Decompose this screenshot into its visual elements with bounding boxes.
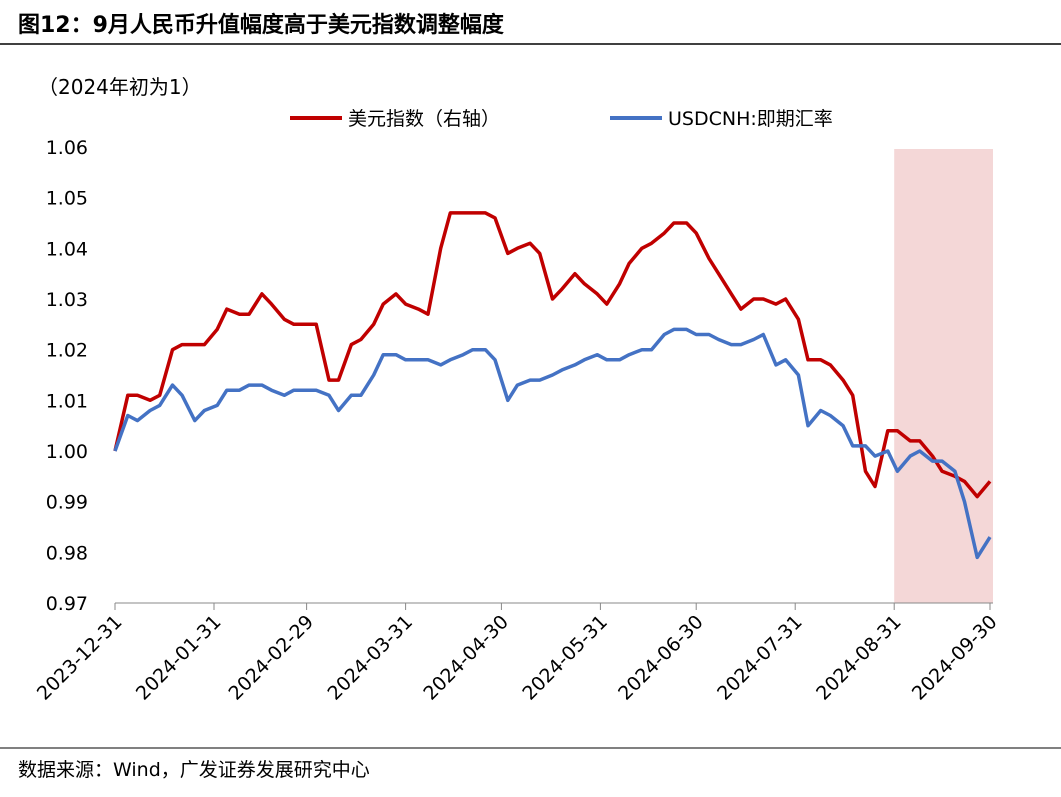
y-tick-label: 1.00 xyxy=(46,441,88,463)
y-tick-label: 0.99 xyxy=(46,492,88,514)
y-tick-label: 1.05 xyxy=(46,188,88,210)
y-tick-label: 1.01 xyxy=(46,390,88,412)
x-tick-label: 2024-02-29 xyxy=(225,611,319,705)
y-tick-label: 0.97 xyxy=(46,593,88,615)
x-tick-label: 2024-04-30 xyxy=(419,611,513,705)
x-tick-label: 2024-07-31 xyxy=(713,611,807,705)
y-tick-label: 1.04 xyxy=(46,238,88,260)
y-tick-label: 0.98 xyxy=(46,542,88,564)
y-tick-label: 1.03 xyxy=(46,289,88,311)
y-tick-label: 1.06 xyxy=(46,137,88,159)
x-tick-label: 2023-12-31 xyxy=(33,611,127,705)
x-tick-label: 2024-03-31 xyxy=(324,611,418,705)
x-tick-label: 2024-09-30 xyxy=(908,611,1002,705)
series-line xyxy=(113,327,992,560)
x-tick-label: 2024-01-31 xyxy=(132,611,226,705)
x-tick-label: 2024-05-31 xyxy=(518,611,612,705)
legend-label: USDCNH:即期汇率 xyxy=(668,108,833,130)
chart-title: 图12：9月人民币升值幅度高于美元指数调整幅度 xyxy=(18,12,505,38)
legend-label: 美元指数（右轴） xyxy=(348,108,500,130)
highlight-band xyxy=(894,149,993,603)
series-line xyxy=(113,211,992,499)
x-tick-label: 2024-06-30 xyxy=(614,611,708,705)
source: 数据来源：Wind，广发证券发展研究中心 xyxy=(18,759,370,781)
x-tick-label: 2024-08-31 xyxy=(812,611,906,705)
unit-label: （2024年初为1） xyxy=(38,75,202,99)
y-tick-label: 1.02 xyxy=(46,340,88,362)
